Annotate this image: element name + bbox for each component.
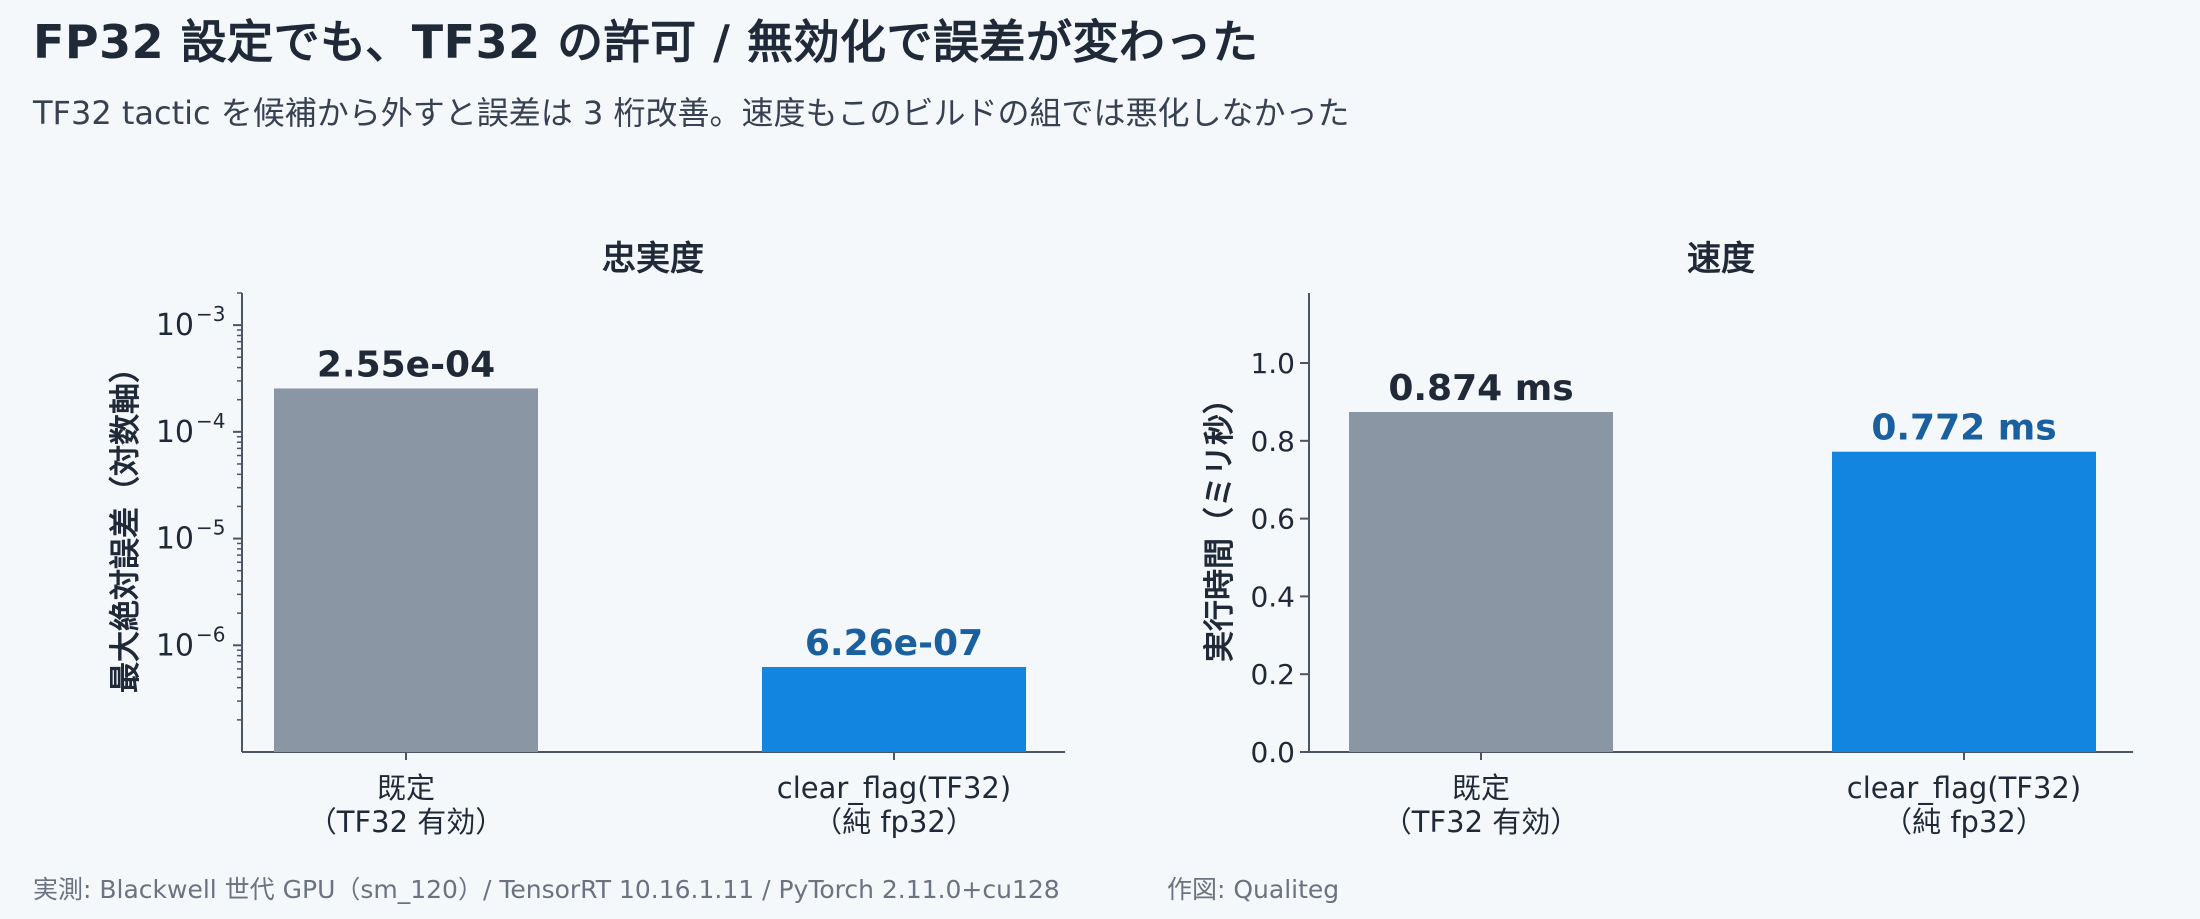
bar (274, 388, 538, 752)
page-subtitle: TF32 tactic を候補から外すと誤差は 3 桁改善。速度もこのビルドの組… (33, 94, 1350, 132)
y-tick-label: 10 (156, 522, 194, 557)
x-tick-label: clear_flag(TF32) (1847, 771, 2081, 805)
y-tick-label: 10 (156, 415, 194, 450)
page-title: FP32 設定でも、TF32 の許可 / 無効化で誤差が変わった (33, 15, 1259, 69)
x-tick-label: 既定 (1452, 771, 1510, 805)
y-tick-label: 10 (156, 628, 194, 663)
y-tick-label: 0.0 (1250, 736, 1295, 769)
bar-value-label: 6.26e-07 (805, 623, 983, 664)
chart-title: 速度 (1687, 239, 1755, 279)
bar (1349, 412, 1613, 752)
y-tick-label-exponent: −6 (196, 622, 225, 646)
bar (1832, 451, 2096, 752)
y-tick-label-exponent: −5 (196, 516, 225, 540)
bar (762, 666, 1026, 752)
y-tick-label: 0.4 (1250, 580, 1295, 613)
footer-source: 実測: Blackwell 世代 GPU（sm_120）/ TensorRT 1… (33, 875, 1060, 904)
y-tick-label-exponent: −3 (196, 302, 225, 326)
y-axis-label: 実行時間（ミリ秒） (1202, 383, 1238, 662)
chart-title: 忠実度 (602, 239, 704, 279)
y-axis-label: 最大絶対誤差（対数軸） (108, 352, 144, 693)
x-tick-label-sub: （純 fp32） (813, 805, 975, 839)
bar-value-label: 0.874 ms (1388, 368, 1573, 409)
x-tick-label: clear_flag(TF32) (777, 771, 1011, 805)
y-tick-label-exponent: −4 (196, 409, 225, 433)
bar-value-label: 2.55e-04 (317, 344, 495, 385)
footer-credit: 作図: Qualiteg (1167, 875, 1340, 904)
x-tick-label-sub: （TF32 有効） (1383, 805, 1580, 839)
y-tick-label: 0.6 (1250, 503, 1295, 536)
y-tick-label: 10 (156, 308, 194, 343)
x-tick-label: 既定 (377, 771, 435, 805)
bar-value-label: 0.772 ms (1871, 408, 2056, 449)
x-tick-label-sub: （純 fp32） (1883, 805, 2045, 839)
y-tick-label: 0.8 (1250, 425, 1295, 458)
y-tick-label: 1.0 (1250, 347, 1295, 380)
x-tick-label-sub: （TF32 有効） (308, 805, 505, 839)
y-tick-label: 0.2 (1250, 658, 1295, 691)
